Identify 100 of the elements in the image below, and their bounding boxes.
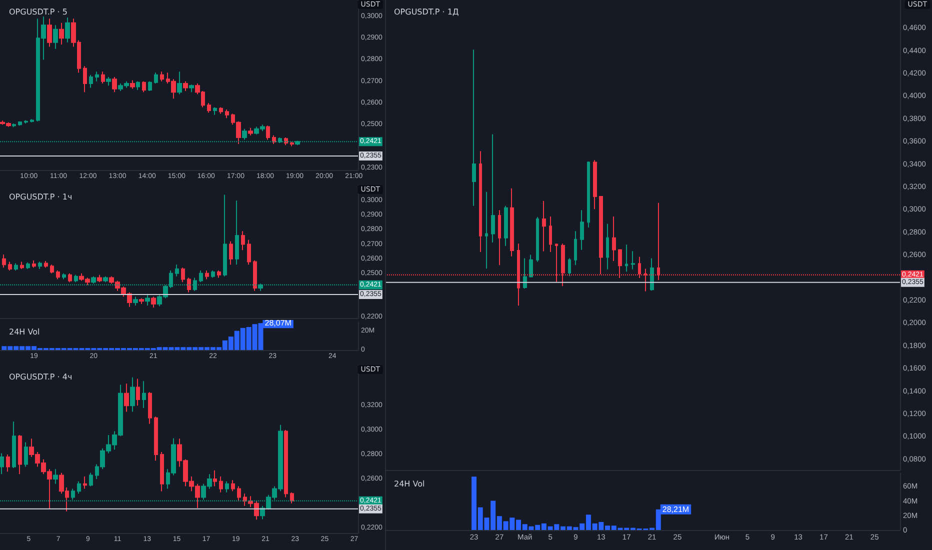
candlestick: [574, 230, 577, 266]
candlestick: [187, 277, 191, 293]
candlestick: [53, 468, 58, 484]
candlestick: [77, 480, 81, 494]
candlestick: [593, 160, 597, 210]
candlestick: [175, 264, 179, 277]
candlestick: [106, 76, 111, 86]
candlestick: [151, 296, 156, 308]
candlestick: [219, 476, 223, 493]
candlestick: [631, 250, 635, 270]
candlestick: [225, 480, 229, 493]
candlestick: [205, 270, 209, 280]
candlestick: [223, 194, 227, 277]
annotation: 28,07M: [264, 318, 292, 328]
candlestick: [2, 254, 6, 268]
candlestick: [290, 492, 294, 504]
candlestick: [65, 17, 70, 43]
candlestick: [26, 262, 30, 270]
candlestick: [112, 76, 117, 93]
candlestick: [536, 216, 539, 262]
candlestick: [491, 134, 495, 244]
candlestick: [50, 264, 54, 274]
candlestick: [59, 22, 64, 46]
candlestick: [154, 416, 158, 462]
candlestick: [30, 118, 34, 123]
candlestick: [24, 120, 28, 124]
candlestick: [136, 80, 140, 90]
candlestick: [160, 71, 164, 82]
annotation: 28,21M: [662, 504, 690, 514]
candlestick: [213, 470, 217, 487]
candlestick: [290, 141, 294, 147]
candlestick: [8, 261, 12, 272]
candlestick: [74, 274, 78, 283]
candlestick: [225, 108, 229, 119]
candlestick: [160, 452, 164, 492]
candlestick: [24, 442, 28, 468]
candlestick: [189, 84, 194, 93]
candlestick: [229, 240, 233, 266]
candlestick: [148, 392, 152, 424]
candlestick: [247, 239, 251, 266]
candlestick: [12, 123, 16, 128]
candlestick: [154, 72, 158, 84]
candlestick: [504, 205, 508, 246]
candlestick: [211, 270, 215, 278]
candlestick: [20, 261, 24, 270]
candlestick: [56, 270, 60, 280]
candlestick: [89, 74, 93, 88]
text: OPGUSDT.P · 4ч: [9, 372, 72, 382]
candlestick: [213, 106, 217, 116]
candlestick: [272, 134, 276, 145]
candlestick: [142, 380, 146, 409]
candlestick: [580, 210, 584, 250]
candlestick: [83, 476, 87, 490]
candlestick: [101, 71, 105, 84]
text: OPGUSDT.P · 5: [9, 8, 68, 16]
candlestick: [587, 161, 590, 228]
candlestick: [650, 258, 654, 292]
candlestick: [549, 216, 552, 252]
candlestick: [32, 260, 36, 268]
candlestick: [91, 276, 96, 284]
candlestick: [133, 296, 138, 306]
candlestick: [529, 254, 533, 278]
text: OPGUSDT.P · 1Д: [394, 8, 459, 16]
candlestick: [237, 486, 241, 502]
candlestick: [599, 196, 603, 275]
candlestick: [625, 244, 628, 272]
candlestick: [606, 223, 609, 270]
candlestick: [181, 267, 185, 283]
candlestick: [284, 137, 288, 146]
candlestick: [148, 80, 152, 92]
candlestick: [139, 298, 144, 305]
candlestick: [231, 480, 235, 492]
candlestick: [219, 106, 223, 114]
candlestick: [124, 383, 129, 412]
candlestick: [485, 191, 488, 270]
candlestick: [44, 260, 48, 268]
candlestick: [284, 430, 288, 498]
candlestick: [95, 71, 99, 82]
candlestick: [542, 200, 546, 252]
candlestick: [217, 270, 221, 278]
candlestick: [183, 80, 188, 92]
candlestick: [479, 150, 482, 252]
candlestick: [12, 420, 16, 468]
text: 24H Vol: [394, 480, 425, 488]
candlestick: [510, 188, 514, 257]
candlestick: [68, 272, 72, 283]
candlestick: [6, 454, 10, 472]
candlestick: [145, 293, 150, 306]
candlestick: [142, 80, 146, 93]
candlestick: [103, 276, 108, 283]
candlestick: [53, 24, 58, 50]
candlestick: [97, 274, 102, 283]
candlestick: [568, 258, 571, 277]
candlestick: [130, 80, 135, 90]
candlestick: [177, 71, 182, 95]
candlestick: [14, 262, 18, 272]
candlestick: [18, 120, 22, 126]
text: OPGUSDT.P · 1ч: [9, 192, 72, 202]
candlestick: [18, 434, 22, 475]
candlestick: [253, 260, 257, 292]
